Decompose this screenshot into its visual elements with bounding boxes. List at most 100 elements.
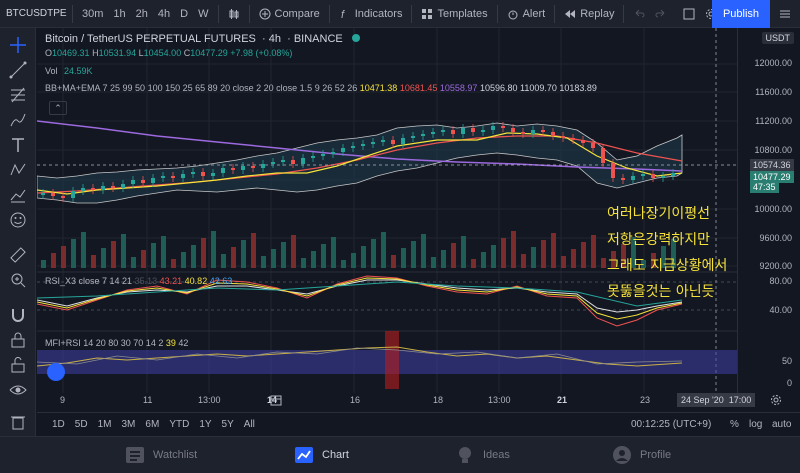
alert-button[interactable]: Alert — [502, 8, 551, 20]
volume-bar — [51, 253, 56, 268]
percent-toggle[interactable]: % — [730, 419, 739, 430]
high-value: 10531.94 — [98, 48, 137, 58]
ruler-icon[interactable] — [9, 246, 27, 264]
candle — [81, 188, 85, 191]
prediction-icon[interactable] — [9, 186, 27, 204]
volume-bar — [631, 237, 636, 268]
clock-label[interactable]: 00:12:25 (UTC+9) — [631, 419, 712, 430]
range-ytd[interactable]: YTD — [169, 419, 190, 430]
volume-bar — [511, 231, 516, 268]
candle — [531, 130, 535, 134]
volume-bar — [591, 235, 596, 268]
volume-bar — [651, 253, 656, 268]
trash-icon[interactable] — [9, 413, 27, 431]
range-all[interactable]: All — [243, 419, 255, 430]
text-icon[interactable] — [9, 136, 27, 154]
currency-badge[interactable]: USDT — [761, 32, 794, 44]
pattern-icon[interactable] — [9, 161, 27, 179]
magnet-icon[interactable] — [9, 306, 27, 324]
candle — [361, 144, 365, 146]
nav-watchlist[interactable]: Watchlist — [125, 445, 197, 465]
layout-button[interactable] — [678, 8, 700, 20]
axis-settings-icon[interactable] — [770, 394, 782, 406]
eye-icon[interactable] — [9, 381, 27, 399]
volume-bar — [41, 260, 46, 268]
chart-type-button[interactable] — [223, 8, 245, 20]
undo-button[interactable] — [628, 8, 650, 20]
interval-30m[interactable]: 30m — [82, 7, 104, 20]
interval-1h[interactable]: 1h — [113, 7, 126, 20]
unlock-icon[interactable] — [9, 356, 27, 374]
nav-chart[interactable]: Chart — [294, 445, 349, 465]
rsi-legend[interactable]: RSI_X3 close 7 14 21 35.13 43.21 40.82 4… — [45, 276, 233, 286]
range-6m[interactable]: 6M — [145, 419, 160, 430]
candle — [661, 176, 665, 178]
interval-label: 4h — [268, 33, 281, 45]
collapse-legend-button[interactable]: ⌃ — [49, 101, 67, 115]
candle — [601, 148, 605, 163]
lightbulb-icon — [459, 447, 471, 463]
rsi-name: RSI_X3 close 7 14 21 — [45, 276, 133, 286]
candle — [511, 128, 515, 132]
trend-line-icon[interactable] — [9, 61, 27, 79]
chart-area[interactable]: Bitcoin / TetherUS PERPETUAL FUTURES · 4… — [36, 28, 737, 393]
volume-bar — [551, 233, 556, 268]
volume-bar — [341, 260, 346, 268]
price-chart[interactable] — [36, 28, 737, 393]
go-to-date-icon[interactable] — [270, 394, 282, 406]
volume-bar — [291, 235, 296, 268]
candles-icon — [229, 8, 238, 19]
lock-draw-icon[interactable] — [9, 331, 27, 349]
indicators-button[interactable]: f Indicators — [334, 8, 408, 20]
live-dot-icon — [351, 34, 360, 42]
nav-profile[interactable]: Profile — [612, 445, 671, 465]
redo-button[interactable] — [650, 8, 672, 20]
interval-4h[interactable]: 4h — [157, 7, 171, 20]
mfi-legend[interactable]: MFI+RSI 14 20 80 30 70 14 2 39 42 — [45, 338, 189, 348]
crosshair-icon[interactable] — [9, 36, 27, 54]
exchange-label: BINANCE — [293, 33, 343, 45]
volume-bar — [221, 254, 226, 268]
range-5y[interactable]: 5Y — [221, 419, 234, 430]
symbol-search[interactable]: BTCUSDTPE — [6, 8, 67, 19]
symbol-title: Bitcoin / TetherUS PERPETUAL FUTURES — [45, 33, 256, 45]
log-toggle[interactable]: log — [749, 419, 763, 430]
range-1d[interactable]: 1D — [52, 419, 65, 430]
nav-ideas[interactable]: Ideas — [455, 445, 510, 465]
candle — [41, 193, 45, 195]
interval-2h[interactable]: 2h — [135, 7, 148, 20]
brush-icon[interactable] — [9, 111, 27, 129]
candle — [171, 176, 175, 178]
zoom-in-icon[interactable] — [9, 271, 27, 289]
volume-bar — [331, 237, 336, 268]
range-bar: 1D 5D 1M 3M 6M YTD 1Y 5Y All 00:12:25 (U… — [37, 412, 800, 436]
interval-w[interactable]: W — [198, 7, 209, 20]
pitchfork-icon[interactable] — [9, 86, 27, 104]
volume-bar — [421, 234, 426, 268]
range-5d[interactable]: 5D — [74, 419, 88, 430]
mfi-name: MFI+RSI 14 20 80 30 70 14 2 — [45, 338, 164, 348]
volume-bar — [361, 246, 366, 268]
templates-button[interactable]: Templates — [416, 8, 492, 20]
volume-bar — [191, 245, 196, 268]
candle — [651, 174, 655, 178]
range-1y[interactable]: 1Y — [199, 419, 212, 430]
range-3m[interactable]: 3M — [121, 419, 136, 430]
range-1m[interactable]: 1M — [97, 419, 112, 430]
symbol-legend[interactable]: Bitcoin / TetherUS PERPETUAL FUTURES · 4… — [45, 33, 360, 45]
volume-legend: Vol 24.59K — [45, 66, 93, 76]
time-axis[interactable]: 9 11 13:00 14 16 18 13:00 21 23 24 Sep '… — [37, 393, 800, 409]
emoji-icon[interactable] — [9, 211, 27, 229]
compare-button[interactable]: Compare — [254, 8, 325, 20]
publish-button[interactable]: Publish — [712, 0, 770, 28]
indicator-legend[interactable]: BB+MA+EMA 7 25 99 50 100 150 25 65 89 20… — [45, 83, 597, 93]
price-axis[interactable]: USDT 12000.00 11600.00 11200.00 10800.00… — [737, 28, 800, 393]
volume-bar — [411, 241, 416, 268]
alert-label: Alert — [522, 7, 546, 20]
auto-toggle[interactable]: auto — [772, 419, 792, 430]
candle — [351, 146, 355, 148]
replay-button[interactable]: Replay — [559, 8, 619, 20]
candle — [271, 162, 275, 164]
more-menu-button[interactable] — [770, 0, 800, 28]
interval-d[interactable]: D — [180, 7, 189, 20]
